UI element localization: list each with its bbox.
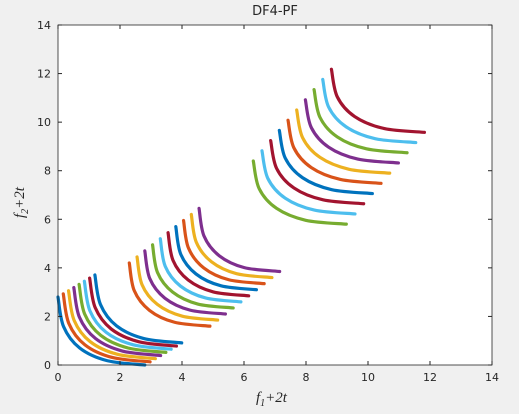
label-base: f <box>12 212 28 218</box>
pf-curve <box>303 98 400 165</box>
pf-curve <box>286 118 383 185</box>
pf-curve <box>312 88 409 155</box>
pf-curve <box>321 77 418 145</box>
curves <box>56 67 427 367</box>
x-tick-label: 4 <box>179 371 186 384</box>
pf-curve <box>56 295 147 367</box>
label-rest: +2t <box>265 390 288 406</box>
pf-curve <box>277 128 374 196</box>
y-tick-label: 4 <box>44 262 51 275</box>
pf-curve <box>143 249 227 316</box>
label-rest: +2t <box>12 186 28 209</box>
label-sub: 2 <box>20 209 31 214</box>
pf-curve <box>72 285 163 358</box>
y-tick-label: 6 <box>44 213 51 226</box>
pf-curve <box>127 261 212 328</box>
pf-curve <box>260 149 357 216</box>
label-base: f <box>256 390 262 406</box>
x-tick-label: 12 <box>423 371 437 384</box>
pf-curve <box>77 282 168 354</box>
x-tick-label: 6 <box>241 371 248 384</box>
x-tick-label: 10 <box>361 371 375 384</box>
pf-curve <box>329 67 427 134</box>
pf-curve <box>251 159 348 226</box>
y-tick-label: 14 <box>37 19 51 32</box>
pf-curve <box>61 292 152 364</box>
y-tick-label: 8 <box>44 165 51 178</box>
x-tick-label: 2 <box>117 371 124 384</box>
x-tick-label: 14 <box>485 371 499 384</box>
pf-curve <box>158 237 243 304</box>
x-tick-label: 8 <box>303 371 310 384</box>
plot-area <box>58 25 492 365</box>
pf-curve <box>93 273 184 345</box>
pf-curve <box>150 243 235 310</box>
pf-curve <box>82 279 173 351</box>
y-axis-label: f2+2t <box>12 186 31 218</box>
y-tick-label: 10 <box>37 116 51 129</box>
y-tick-label: 0 <box>44 359 51 372</box>
pf-curve <box>66 289 157 361</box>
pf-curve <box>174 224 258 292</box>
label-sub: 1 <box>260 398 265 409</box>
pf-curve <box>88 276 179 348</box>
pf-curve <box>189 212 274 280</box>
y-tick-label: 12 <box>37 68 51 81</box>
pf-curve <box>197 206 282 274</box>
axes-box <box>57 24 493 366</box>
x-axis-label: f1+2t <box>256 390 288 409</box>
y-tick-label: 2 <box>44 310 51 323</box>
x-tick-label: 0 <box>55 371 62 384</box>
pf-curve <box>269 139 366 206</box>
pf-curve <box>295 108 392 175</box>
pf-curve <box>135 255 220 322</box>
chart-title: DF4-PF <box>252 4 298 19</box>
pf-curve <box>166 231 251 298</box>
pf-curve <box>181 218 266 286</box>
